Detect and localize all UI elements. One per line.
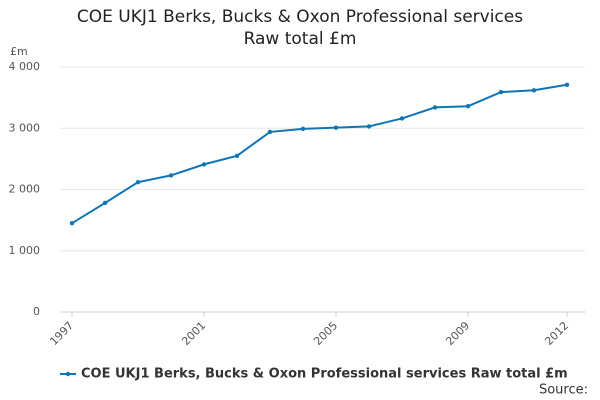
- point: [498, 89, 504, 95]
- point: [366, 124, 372, 129]
- point: [201, 162, 207, 167]
- source: Source:: [539, 383, 588, 398]
- x-tick-label: 2009: [443, 319, 472, 348]
- point: [432, 105, 438, 110]
- point: [399, 116, 405, 121]
- point: [465, 104, 471, 109]
- legend-label: COE UKJ1 Berks, Bucks & Oxon Professiona…: [81, 367, 568, 382]
- y-axis-label: £m: [10, 45, 28, 58]
- x-tick-label: 2012: [542, 319, 571, 348]
- point: [300, 126, 306, 132]
- chart-title: COE UKJ1 Berks, Bucks & Oxon Professiona…: [76, 7, 524, 49]
- point: [234, 153, 240, 159]
- point: [168, 173, 174, 178]
- y-tick-label: 1 000: [9, 244, 41, 257]
- y-tick-label: 0: [33, 305, 40, 318]
- point: [531, 88, 537, 93]
- point: [69, 220, 75, 226]
- x-tick-label: 2001: [179, 319, 208, 348]
- point: [564, 82, 570, 87]
- x-tick-label: 2005: [311, 319, 340, 348]
- y-tick-label: 3 000: [9, 121, 41, 134]
- x-tick-label: 1997: [47, 319, 76, 348]
- point: [102, 200, 108, 206]
- y-tick-label: 2 000: [9, 183, 41, 196]
- y-tick-label: 4 000: [9, 60, 41, 73]
- legend-marker: [65, 371, 71, 377]
- point: [267, 129, 273, 135]
- series-line: [71, 83, 568, 225]
- point: [333, 125, 339, 130]
- point: [135, 179, 141, 185]
